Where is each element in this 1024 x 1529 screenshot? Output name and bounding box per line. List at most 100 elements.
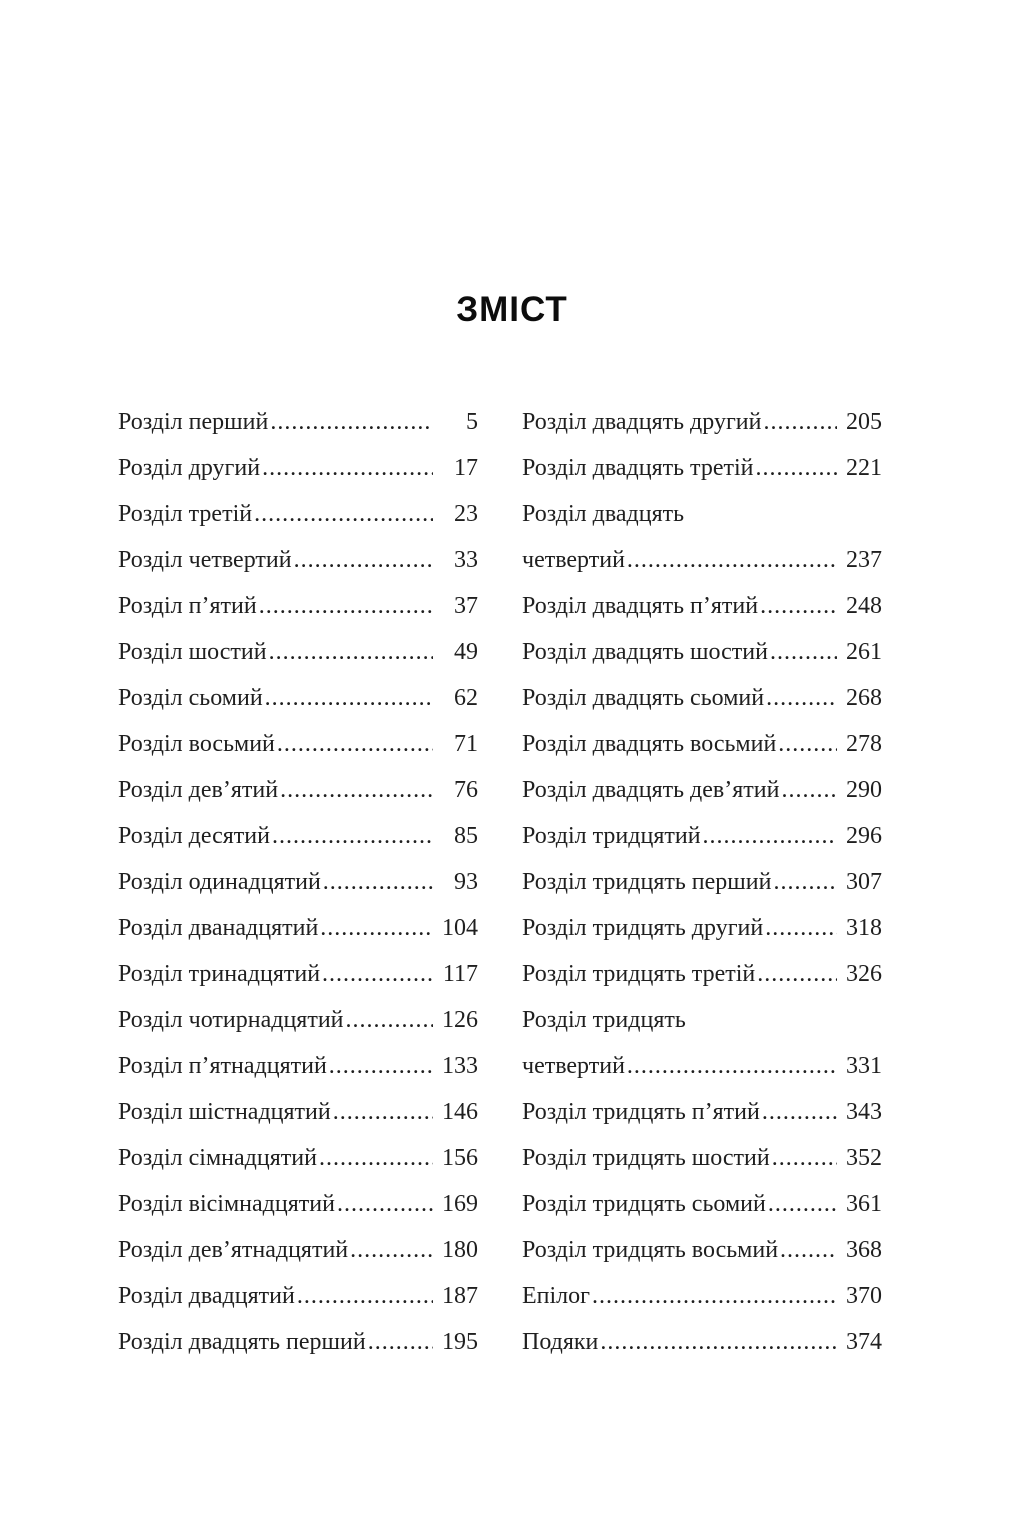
toc-entry-page: 117 (442, 961, 478, 987)
toc-line: Розділ третій 23 (118, 491, 478, 537)
toc-entry-page: 318 (846, 915, 882, 941)
toc-line: Розділ п’ятий 37 (118, 583, 478, 629)
dot-leader (272, 813, 433, 859)
toc-entry: Розділ тридцять шостий 352 (522, 1135, 882, 1181)
dot-leader (772, 1135, 837, 1181)
toc-entry-label: Розділ двадцять шостий (522, 639, 768, 665)
toc-entry: Розділ тридцять п’ятий 343 (522, 1089, 882, 1135)
toc-entry: Розділ п’ятнадцятий 133 (118, 1043, 478, 1089)
toc-entry-page: 71 (454, 731, 478, 757)
toc-entry-page: 104 (442, 915, 478, 941)
dot-leader (627, 537, 837, 583)
toc-entry-label: Розділ сьомий (118, 685, 263, 711)
dot-leader (294, 537, 433, 583)
dot-leader (368, 1319, 433, 1365)
toc-line: Розділ дев’ятнадцятий 180 (118, 1227, 478, 1273)
dot-leader (319, 1135, 433, 1181)
dot-leader (756, 445, 838, 491)
toc-entry: Розділ дев’ятнадцятий 180 (118, 1227, 478, 1273)
toc-entry-label: Розділ двадцять другий (522, 409, 762, 435)
toc-line: Розділ шістнадцятий 146 (118, 1089, 478, 1135)
toc-entry-page: 37 (454, 593, 478, 619)
toc-entry-label: Розділ третій (118, 501, 253, 527)
dot-leader (297, 1273, 433, 1319)
toc-entry-page: 85 (454, 823, 478, 849)
toc-line: Розділ четвертий 33 (118, 537, 478, 583)
toc-entry: Розділ двадцять п’ятий 248 (522, 583, 882, 629)
toc-entry-page: 352 (846, 1145, 882, 1171)
toc-entry: Розділ двадцять восьмий 278 (522, 721, 882, 767)
toc-entry-page: 33 (454, 547, 478, 573)
toc-entry: Розділ двадцять перший 195 (118, 1319, 478, 1365)
toc-entry: Розділ тридцять четвертий 331 (522, 997, 882, 1089)
dot-leader (337, 1181, 433, 1227)
toc-line: Розділ двадцять (522, 491, 882, 537)
toc-line: Розділ сьомий 62 (118, 675, 478, 721)
toc-entry-page: 205 (846, 409, 882, 435)
toc-entry-label: Розділ тридцять третій (522, 961, 756, 987)
toc-entry-page: 49 (454, 639, 478, 665)
toc-entry: Розділ дванадцятий 104 (118, 905, 478, 951)
toc-line: Розділ другий 17 (118, 445, 478, 491)
toc-line: Розділ тридцять другий 318 (522, 905, 882, 951)
dot-leader (254, 491, 433, 537)
toc-entry: Розділ двадцять дев’ятий 290 (522, 767, 882, 813)
dot-leader (322, 951, 433, 997)
toc-entry-label: Розділ четвертий (118, 547, 292, 573)
toc-entry: Розділ сьомий 62 (118, 675, 478, 721)
toc-entry: Розділ двадцять сьомий 268 (522, 675, 882, 721)
dot-leader (763, 399, 837, 445)
dot-leader (765, 905, 837, 951)
toc-entry: Розділ двадцять другий 205 (522, 399, 882, 445)
dot-leader (600, 1319, 837, 1365)
toc-line: Розділ восьмий 71 (118, 721, 478, 767)
toc-entry-label: четвертий (522, 1053, 625, 1079)
toc-line: Розділ двадцятий 187 (118, 1273, 478, 1319)
toc-entry-page: 290 (846, 777, 882, 803)
toc-line: Розділ тридцятий 296 (522, 813, 882, 859)
dot-leader (770, 629, 837, 675)
toc-entry: Розділ шістнадцятий 146 (118, 1089, 478, 1135)
toc-line: Розділ одинадцятий 93 (118, 859, 478, 905)
toc-line: Розділ тридцять (522, 997, 882, 1043)
toc-entry-label: Розділ тридцять восьмий (522, 1237, 779, 1263)
toc-entry-label: Розділ тридцять п’ятий (522, 1099, 760, 1125)
toc-entry-label: Розділ п’ятий (118, 593, 257, 619)
toc-line: Розділ тринадцятий 117 (118, 951, 478, 997)
toc-line: Розділ чотирнадцятий 126 (118, 997, 478, 1043)
toc-line: Розділ двадцять шостий 261 (522, 629, 882, 675)
toc-entry-label: Розділ двадцять сьомий (522, 685, 765, 711)
toc-entry: Розділ тридцятий 296 (522, 813, 882, 859)
toc-entry-page: 326 (846, 961, 882, 987)
toc-entry-label: Розділ шістнадцятий (118, 1099, 331, 1125)
toc-entry-page: 368 (846, 1237, 882, 1263)
dot-leader (262, 445, 433, 491)
toc-entry: Розділ п’ятий 37 (118, 583, 478, 629)
dot-leader (259, 583, 433, 629)
toc-entry: Розділ третій 23 (118, 491, 478, 537)
toc-entry: Розділ другий 17 (118, 445, 478, 491)
toc-entry-page: 62 (454, 685, 478, 711)
dot-leader (350, 1227, 433, 1273)
toc-entry-page: 169 (442, 1191, 478, 1217)
dot-leader (592, 1273, 837, 1319)
toc-entry-label: Розділ вісімнадцятий (118, 1191, 335, 1217)
toc-line: Розділ дев’ятий 76 (118, 767, 478, 813)
dot-leader (760, 583, 837, 629)
toc-entry-label: Розділ тридцять другий (522, 915, 764, 941)
toc-entry-page: 93 (454, 869, 478, 895)
dot-leader (333, 1089, 433, 1135)
toc-entry: Розділ перший 5 (118, 399, 478, 445)
toc-entry-label: Розділ тридцять сьомий (522, 1191, 766, 1217)
toc-line: Розділ двадцять перший 195 (118, 1319, 478, 1365)
dot-leader (703, 813, 837, 859)
toc-line: Розділ дванадцятий 104 (118, 905, 478, 951)
toc-entry-page: 343 (846, 1099, 882, 1125)
toc-line: Епілог 370 (522, 1273, 882, 1319)
toc-line: Розділ тридцять третій 326 (522, 951, 882, 997)
toc-entry: Розділ двадцять третій 221 (522, 445, 882, 491)
toc-entry-page: 5 (466, 409, 478, 435)
dot-leader (269, 629, 433, 675)
toc-entry-page: 268 (846, 685, 882, 711)
toc-entry-label: четвертий (522, 547, 625, 573)
